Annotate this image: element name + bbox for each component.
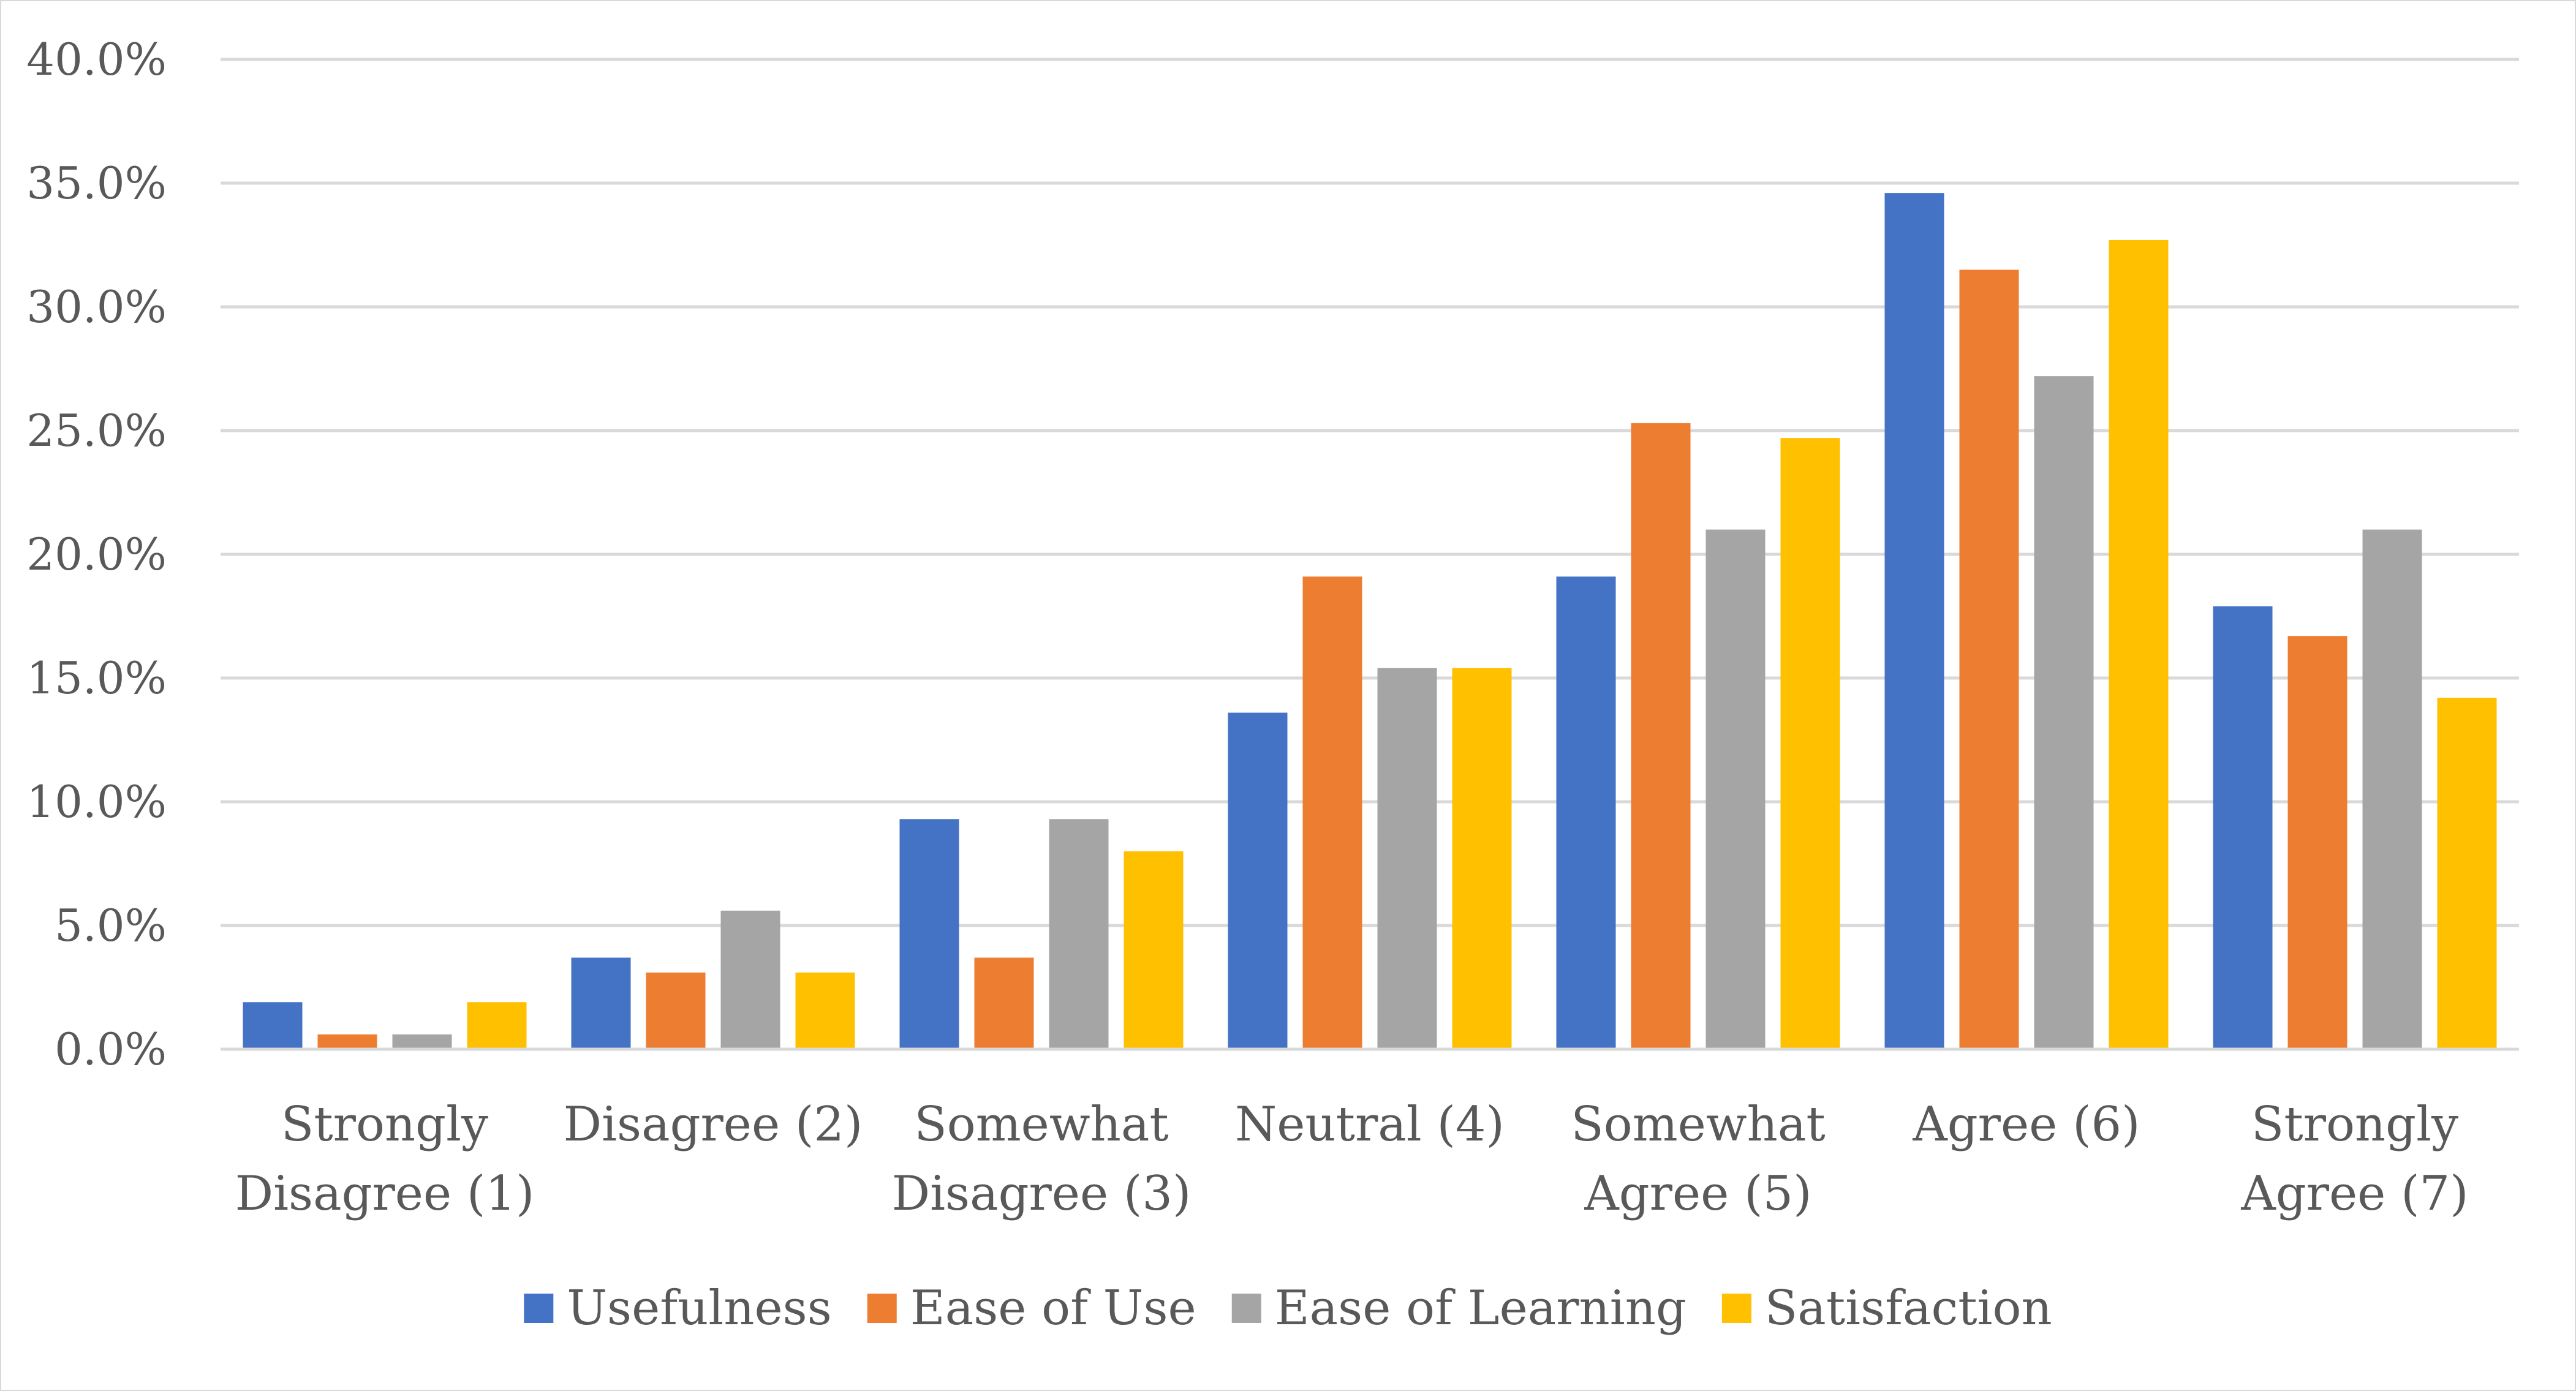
y-tick-label: 15.0% — [26, 652, 167, 704]
bar — [1228, 712, 1288, 1049]
y-tick-label: 30.0% — [26, 281, 167, 333]
bar — [1124, 851, 1184, 1049]
y-tick-label: 10.0% — [26, 776, 167, 827]
bar — [243, 1002, 303, 1049]
bar — [899, 819, 959, 1049]
y-tick-label: 25.0% — [26, 405, 167, 456]
x-category-label: Disagree (2) — [564, 1097, 863, 1152]
y-tick-label: 20.0% — [26, 529, 167, 580]
x-category-label: Agree (5) — [1584, 1166, 1811, 1221]
bar — [795, 972, 855, 1049]
x-axis-category-labels: Strongly Disagree (1) Disagree (2) Somewhat… — [235, 1097, 2469, 1221]
bar — [1452, 668, 1512, 1049]
gridlines — [221, 58, 2519, 927]
bar — [2287, 636, 2347, 1049]
bar — [1556, 576, 1616, 1049]
bar — [467, 1002, 527, 1049]
bar — [646, 972, 706, 1049]
legend-label: Satisfaction — [1765, 1281, 2052, 1336]
bar — [1959, 270, 2019, 1049]
bar — [1302, 576, 1362, 1049]
legend-label: Usefulness — [567, 1281, 831, 1336]
legend-swatch — [1721, 1294, 1751, 1323]
y-tick-label: 35.0% — [26, 157, 167, 209]
bar — [1377, 668, 1437, 1049]
x-category-label: Agree (6) — [1912, 1097, 2140, 1152]
legend: Usefulness Ease of Use Ease of Learning Sat… — [524, 1281, 2052, 1336]
bar — [2437, 698, 2497, 1049]
bar — [720, 910, 780, 1049]
bar — [974, 957, 1034, 1049]
x-category-label: Strongly — [2251, 1097, 2458, 1152]
legend-swatch — [1231, 1294, 1261, 1323]
bar — [392, 1034, 452, 1049]
bar — [1705, 529, 1766, 1049]
y-tick-label: 5.0% — [55, 900, 167, 951]
bar — [1780, 438, 1840, 1049]
x-category-label: Disagree (1) — [235, 1166, 535, 1221]
bar — [2213, 606, 2273, 1049]
legend-label: Ease of Use — [910, 1281, 1196, 1336]
bar — [1884, 193, 1944, 1049]
legend-label: Ease of Learning — [1275, 1281, 1686, 1336]
x-category-label: Strongly — [281, 1097, 488, 1152]
y-tick-label: 40.0% — [26, 34, 167, 85]
bar — [1049, 819, 1109, 1049]
legend-swatch — [867, 1294, 897, 1323]
bars — [243, 193, 2497, 1049]
bar — [317, 1034, 377, 1049]
y-axis-ticks: 0.0% 5.0% 10.0% 15.0% 20.0% 25.0% 30.0% 35.0% 40… — [26, 34, 167, 1075]
legend-swatch — [524, 1294, 554, 1323]
bar — [2109, 239, 2169, 1049]
x-category-label: Somewhat — [1571, 1097, 1825, 1152]
bar — [2034, 376, 2094, 1049]
x-category-label: Neutral (4) — [1235, 1097, 1505, 1152]
bar — [2362, 529, 2422, 1049]
x-category-label: Agree (7) — [2240, 1166, 2468, 1221]
x-category-label: Somewhat — [914, 1097, 1168, 1152]
bar — [1631, 423, 1691, 1049]
bar — [571, 957, 631, 1049]
y-tick-label: 0.0% — [55, 1023, 167, 1075]
x-category-label: Disagree (3) — [892, 1166, 1192, 1221]
